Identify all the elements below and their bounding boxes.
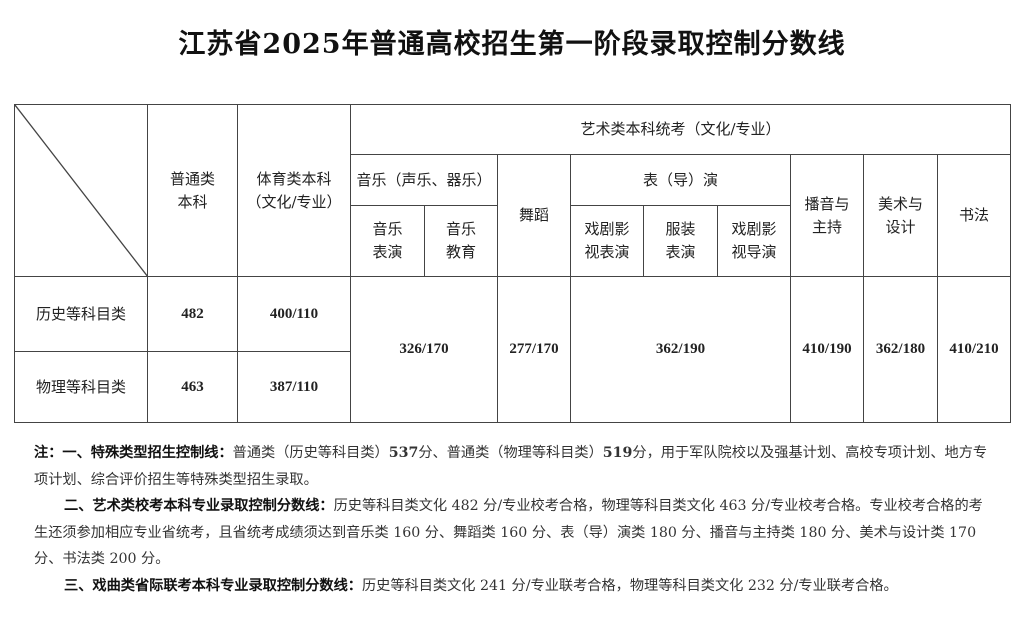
note-2: 二、艺术类校考本科专业录取控制分数线：历史等科目类文化 482 分/专业校考合格… bbox=[34, 493, 994, 573]
header-art: 艺术类本科统考（文化/专业） bbox=[350, 104, 1011, 155]
note-2-label: 二、艺术类校考本科专业录取控制分数线： bbox=[64, 498, 334, 514]
note-2-text: 历史等科目类文化 482 分/专业校考合格，物理等科目类文化 463 分/专业校… bbox=[34, 498, 983, 567]
cell-general: 482 bbox=[147, 276, 238, 352]
header-dance: 舞蹈 bbox=[497, 154, 571, 277]
header-costume-performance: 服装 表演 bbox=[643, 205, 718, 277]
header-music-performance: 音乐 表演 bbox=[350, 205, 425, 277]
header-music-education: 音乐 教育 bbox=[424, 205, 498, 277]
note-1-value-2: 519 bbox=[602, 445, 633, 461]
note-3-label: 三、戏曲类省际联考本科专业录取控制分数线： bbox=[64, 577, 362, 594]
note-1: 注：一、特殊类型招生控制线：普通类（历史等科目类）537分、普通类（物理等科目类… bbox=[34, 440, 994, 493]
note-3: 三、戏曲类省际联考本科专业录取控制分数线：历史等科目类文化 241 分/专业联考… bbox=[34, 573, 994, 600]
row-label: 物理等科目类 bbox=[14, 351, 148, 423]
diagonal-line bbox=[15, 105, 148, 277]
header-drama-film-directing: 戏剧影 视导演 bbox=[717, 205, 791, 277]
cell-music: 326/170 bbox=[350, 276, 498, 423]
score-table: 普通类 本科 体育类本科 （文化/专业） 艺术类本科统考（文化/专业） 音乐（声… bbox=[14, 104, 1011, 423]
page-title: 江苏省2025年普通高校招生第一阶段录取控制分数线 bbox=[178, 29, 846, 60]
header-music: 音乐（声乐、器乐） bbox=[350, 154, 498, 206]
row-label: 历史等科目类 bbox=[14, 276, 148, 352]
cell-dance: 277/170 bbox=[497, 276, 571, 423]
header-fine-arts: 美术与 设计 bbox=[863, 154, 938, 277]
cell-sports: 387/110 bbox=[237, 351, 351, 423]
note-1-label: 注：一、特殊类型招生控制线： bbox=[34, 445, 233, 461]
note-1-value-1: 537 bbox=[388, 445, 419, 461]
note-1-text-a: 普通类（历史等科目类） bbox=[232, 445, 389, 461]
cell-fine-arts: 362/180 bbox=[863, 276, 938, 423]
header-calligraphy: 书法 bbox=[937, 154, 1011, 277]
note-3-text: 历史等科目类文化 241 分/专业联考合格，物理等科目类文化 232 分/专业联… bbox=[361, 577, 898, 594]
cell-calligraphy: 410/210 bbox=[937, 276, 1011, 423]
header-general: 普通类 本科 bbox=[147, 104, 238, 277]
table-row: 历史等科目类 482 400/110 326/170 277/170 362/1… bbox=[14, 276, 1011, 423]
cell-broadcasting: 410/190 bbox=[790, 276, 864, 423]
header-broadcasting: 播音与 主持 bbox=[790, 154, 864, 277]
diagonal-header-cell bbox=[14, 104, 148, 277]
cell-sports: 400/110 bbox=[237, 276, 351, 352]
notes: 注：一、特殊类型招生控制线：普通类（历史等科目类）537分、普通类（物理等科目类… bbox=[34, 440, 994, 599]
header-drama-film-acting: 戏剧影 视表演 bbox=[570, 205, 644, 277]
note-1-text-b: 分、普通类（物理等科目类） bbox=[418, 445, 603, 461]
cell-general: 463 bbox=[147, 351, 238, 423]
header-acting: 表（导）演 bbox=[570, 154, 791, 206]
note-1-text-c: 分，用于军队院校以及强基计划、高校专项计划、地方专项计划、综合评价招生等特殊类型… bbox=[34, 445, 988, 488]
header-sports: 体育类本科 （文化/专业） bbox=[237, 104, 351, 277]
cell-acting: 362/190 bbox=[570, 276, 791, 423]
table-row: 物理等科目类 463 387/110 bbox=[14, 351, 1011, 423]
